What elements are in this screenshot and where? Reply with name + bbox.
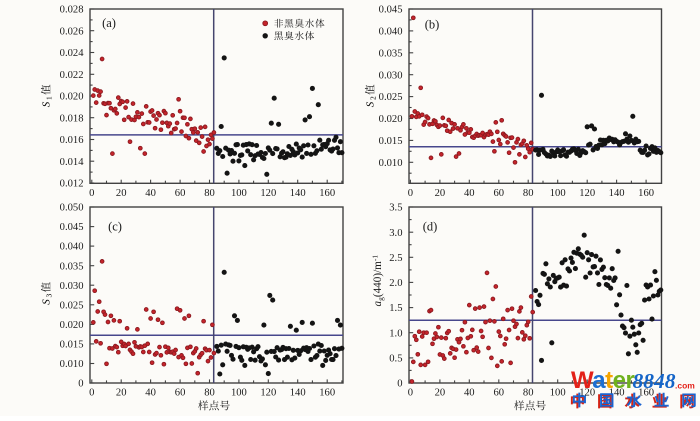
- svg-text:0.035: 0.035: [379, 48, 403, 59]
- svg-text:0.024: 0.024: [60, 48, 85, 59]
- svg-text:0.020: 0.020: [60, 92, 84, 103]
- svg-text:140: 140: [290, 388, 306, 399]
- svg-text:60: 60: [494, 188, 505, 199]
- svg-text:0: 0: [408, 188, 413, 199]
- svg-text:160: 160: [638, 188, 654, 199]
- svg-text:20: 20: [435, 388, 446, 399]
- svg-text:0.025: 0.025: [60, 300, 84, 311]
- svg-text:2.0: 2.0: [389, 278, 402, 289]
- svg-text:0.040: 0.040: [60, 242, 84, 253]
- svg-text:100: 100: [231, 188, 247, 199]
- svg-text:0.010: 0.010: [379, 158, 403, 169]
- svg-text:0.030: 0.030: [60, 281, 84, 292]
- svg-text:140: 140: [609, 388, 625, 399]
- svg-text:0.028: 0.028: [60, 5, 84, 16]
- svg-text:0.014: 0.014: [60, 157, 85, 168]
- svg-text:3: 3: [45, 294, 54, 298]
- svg-text:140: 140: [290, 188, 306, 199]
- svg-text:(d): (d): [423, 220, 438, 234]
- svg-text:100: 100: [550, 188, 566, 199]
- svg-text:120: 120: [260, 188, 276, 199]
- svg-text:0: 0: [397, 379, 402, 390]
- svg-text:140: 140: [609, 188, 625, 199]
- svg-text:100: 100: [550, 388, 566, 399]
- svg-text:0.012: 0.012: [60, 179, 84, 190]
- svg-text:0.018: 0.018: [60, 113, 84, 124]
- svg-text:0.020: 0.020: [60, 320, 84, 331]
- svg-text:(c): (c): [108, 220, 122, 234]
- svg-text:0: 0: [408, 388, 413, 399]
- svg-text:8848: 8848: [633, 369, 676, 393]
- svg-text:40: 40: [145, 188, 156, 199]
- svg-text:0: 0: [89, 388, 94, 399]
- svg-text:ag(440)/m-1: ag(440)/m-1: [371, 255, 386, 307]
- svg-text:0.016: 0.016: [60, 135, 84, 146]
- svg-text:60: 60: [494, 388, 505, 399]
- svg-text:80: 80: [523, 388, 534, 399]
- svg-text:3.0: 3.0: [389, 228, 402, 239]
- svg-text:S: S: [41, 101, 53, 107]
- svg-text:0.5: 0.5: [389, 354, 402, 365]
- svg-text:.com: .com: [675, 381, 695, 391]
- svg-text:60: 60: [175, 188, 186, 199]
- svg-text:0.035: 0.035: [60, 261, 84, 272]
- svg-text:1.5: 1.5: [389, 303, 402, 314]
- svg-text:80: 80: [523, 188, 534, 199]
- svg-text:120: 120: [260, 388, 276, 399]
- svg-text:40: 40: [464, 388, 475, 399]
- svg-text:1.0: 1.0: [389, 328, 402, 339]
- svg-text:100: 100: [231, 388, 247, 399]
- svg-text:0.022: 0.022: [60, 70, 84, 81]
- svg-text:0: 0: [89, 188, 94, 199]
- svg-text:S: S: [365, 101, 377, 107]
- svg-text:0.010: 0.010: [60, 359, 84, 370]
- svg-text:3.5: 3.5: [389, 203, 402, 214]
- svg-text:2: 2: [369, 96, 378, 100]
- svg-text:(a): (a): [102, 16, 116, 30]
- svg-text:0.015: 0.015: [60, 340, 84, 351]
- svg-text:40: 40: [145, 388, 156, 399]
- svg-text:0.020: 0.020: [379, 114, 403, 125]
- svg-text:0.025: 0.025: [379, 92, 403, 103]
- svg-text:Water: Water: [571, 367, 634, 394]
- svg-text:160: 160: [319, 188, 335, 199]
- svg-text:20: 20: [116, 188, 127, 199]
- svg-text:1: 1: [45, 96, 54, 100]
- svg-text:80: 80: [204, 188, 215, 199]
- svg-text:0: 0: [78, 379, 83, 390]
- svg-text:0.050: 0.050: [60, 203, 84, 214]
- svg-text:20: 20: [435, 188, 446, 199]
- svg-text:0.030: 0.030: [379, 70, 403, 81]
- svg-text:40: 40: [464, 188, 475, 199]
- svg-text:60: 60: [175, 388, 186, 399]
- svg-text:0.026: 0.026: [60, 26, 84, 37]
- svg-text:120: 120: [579, 188, 595, 199]
- svg-text:80: 80: [204, 388, 215, 399]
- svg-text:S: S: [41, 299, 53, 305]
- svg-text:0.045: 0.045: [60, 222, 84, 233]
- svg-text:0.040: 0.040: [379, 27, 403, 38]
- svg-text:120: 120: [579, 388, 595, 399]
- svg-text:20: 20: [116, 388, 127, 399]
- svg-text:0.045: 0.045: [379, 5, 403, 16]
- svg-text:160: 160: [319, 388, 335, 399]
- svg-text:(b): (b): [425, 18, 440, 32]
- svg-text:160: 160: [638, 388, 654, 399]
- svg-text:0.015: 0.015: [379, 136, 403, 147]
- svg-text:2.5: 2.5: [389, 253, 402, 264]
